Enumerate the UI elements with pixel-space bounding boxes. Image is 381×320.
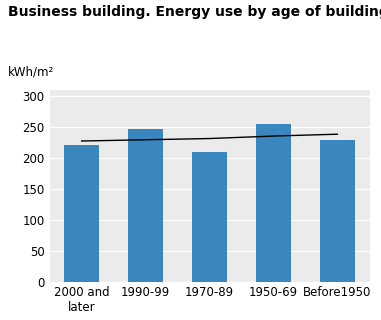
Bar	[128, 129, 163, 282]
Bar	[64, 145, 99, 282]
Text: Business building. Energy use by age of building. 2011. kWh/m²: Business building. Energy use by age of …	[8, 5, 381, 19]
Text: kWh/m²: kWh/m²	[8, 65, 54, 78]
Bar	[256, 124, 291, 282]
Bar	[320, 140, 355, 282]
Bar	[192, 152, 227, 282]
